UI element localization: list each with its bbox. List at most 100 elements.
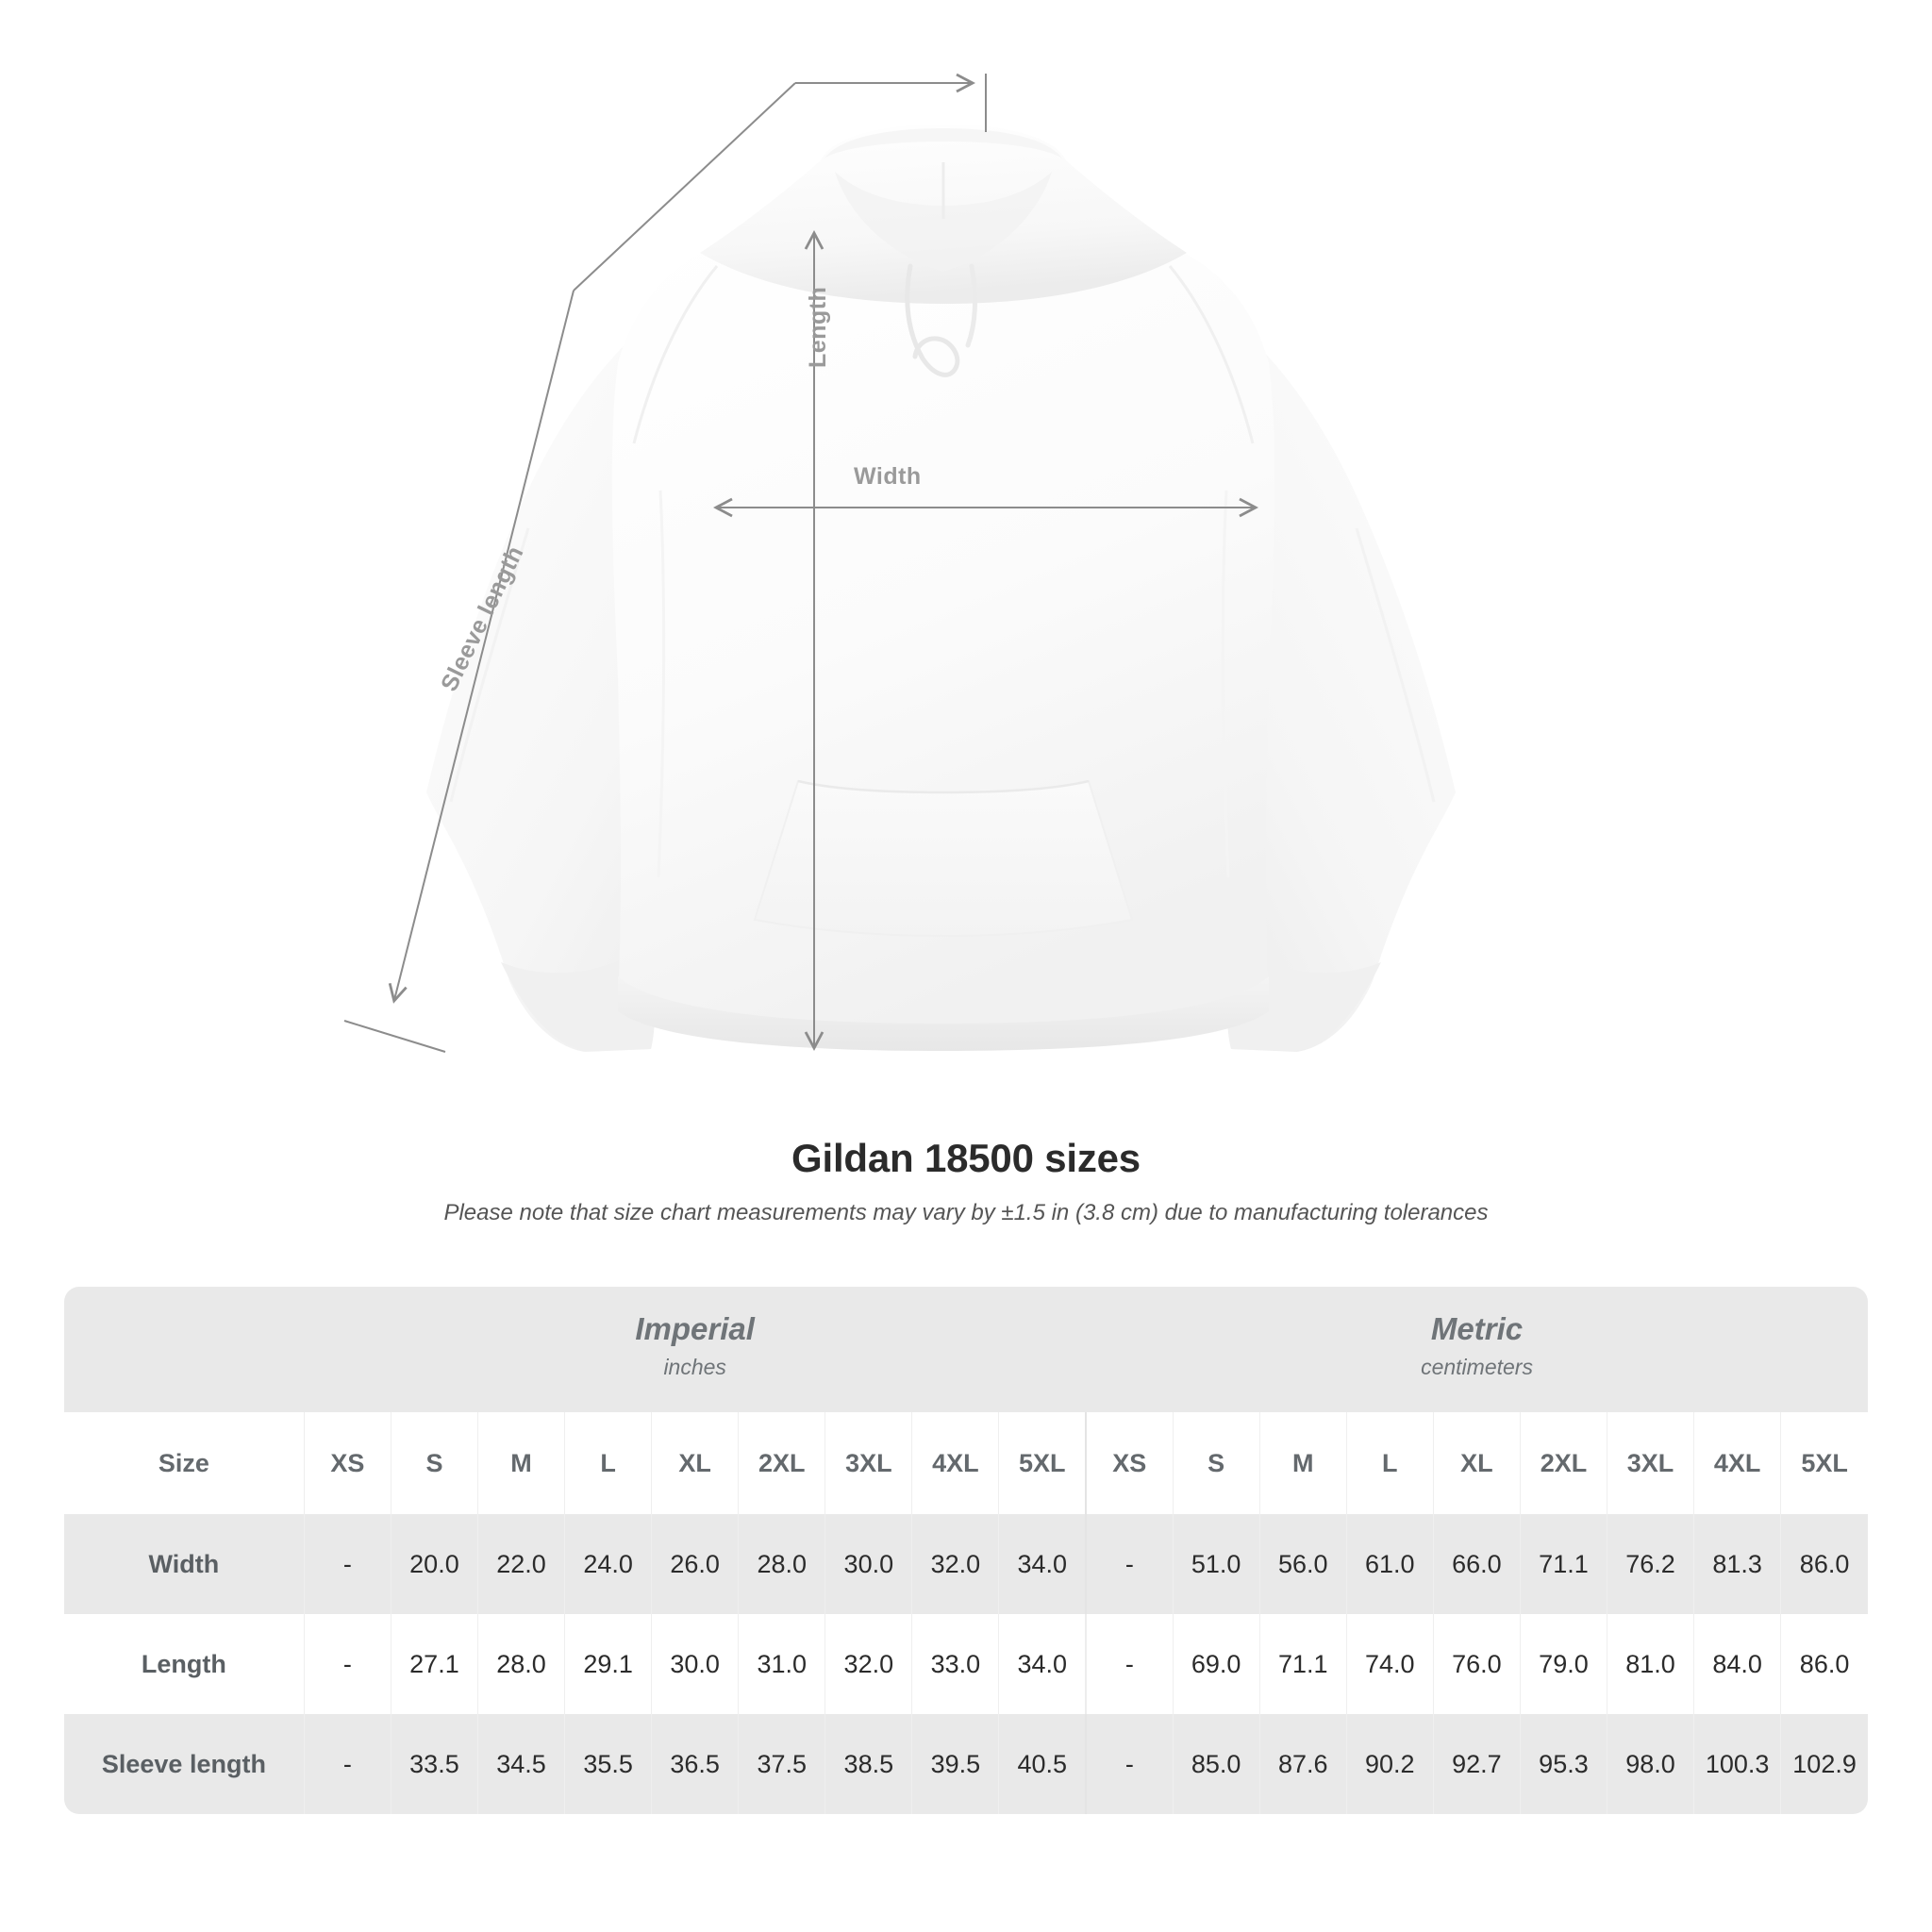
header-metric-l: L: [1346, 1412, 1434, 1514]
unit-spacer-cell: [64, 1287, 305, 1412]
cell-sleeve-met-l: 90.2: [1346, 1714, 1434, 1814]
header-metric-4xl: 4XL: [1693, 1412, 1782, 1514]
width-dimension-label: Width: [854, 463, 922, 490]
cell-length-met-5xl: 86.0: [1780, 1614, 1868, 1714]
cell-sleeve-met-4xl: 100.3: [1693, 1714, 1782, 1814]
unit-group-metric: Metric centimeters: [1086, 1287, 1868, 1412]
cell-sleeve-met-2xl: 95.3: [1520, 1714, 1608, 1814]
table-row: Width - 20.0 22.0 24.0 26.0 28.0 30.0 32…: [64, 1514, 1868, 1614]
cell-width-met-5xl: 86.0: [1780, 1514, 1868, 1614]
cell-width-imp-2xl: 28.0: [738, 1514, 826, 1614]
cell-sleeve-met-3xl: 98.0: [1607, 1714, 1695, 1814]
header-metric-5xl: 5XL: [1780, 1412, 1868, 1514]
cell-length-imp-s: 27.1: [391, 1614, 478, 1714]
row-label-width: Width: [64, 1514, 305, 1614]
hoodie-graphic: [426, 125, 1456, 1052]
cell-sleeve-imp-3xl: 38.5: [824, 1714, 913, 1814]
cell-sleeve-met-xl: 92.7: [1433, 1714, 1521, 1814]
size-chart-table: Imperial inches Metric centimeters Size …: [64, 1287, 1868, 1814]
cell-width-imp-s: 20.0: [391, 1514, 478, 1614]
header-metric-xs: XS: [1086, 1412, 1174, 1514]
row-label-sleeve-length: Sleeve length: [64, 1714, 305, 1814]
header-imperial-2xl: 2XL: [738, 1412, 826, 1514]
cell-sleeve-met-s: 85.0: [1173, 1714, 1260, 1814]
cell-sleeve-imp-xl: 36.5: [651, 1714, 740, 1814]
cell-sleeve-imp-5xl: 40.5: [998, 1714, 1088, 1814]
cell-sleeve-met-5xl: 102.9: [1780, 1714, 1868, 1814]
header-imperial-m: M: [477, 1412, 566, 1514]
table-row: Length - 27.1 28.0 29.1 30.0 31.0 32.0 3…: [64, 1614, 1868, 1714]
header-imperial-l: L: [564, 1412, 653, 1514]
tolerance-note: Please note that size chart measurements…: [443, 1200, 1489, 1225]
cell-length-met-l: 74.0: [1346, 1614, 1434, 1714]
header-imperial-xs: XS: [304, 1412, 391, 1514]
unit-sub-metric: centimeters: [1421, 1355, 1533, 1379]
hoodie-illustration: [343, 73, 1456, 1053]
cell-length-imp-3xl: 32.0: [824, 1614, 913, 1714]
cell-width-imp-5xl: 34.0: [998, 1514, 1088, 1614]
measurement-guides: [343, 73, 1258, 1053]
cell-width-met-3xl: 76.2: [1607, 1514, 1695, 1614]
header-imperial-3xl: 3XL: [824, 1412, 913, 1514]
cell-length-met-2xl: 79.0: [1520, 1614, 1608, 1714]
cell-length-imp-5xl: 34.0: [998, 1614, 1088, 1714]
garment-measurement-diagram: Length Width Sleeve length: [343, 73, 1456, 1053]
cell-length-imp-xl: 30.0: [651, 1614, 740, 1714]
header-imperial-5xl: 5XL: [998, 1412, 1088, 1514]
cell-sleeve-imp-s: 33.5: [391, 1714, 478, 1814]
cell-width-met-s: 51.0: [1173, 1514, 1260, 1614]
cell-width-imp-4xl: 32.0: [911, 1514, 1000, 1614]
table-row: Sleeve length - 33.5 34.5 35.5 36.5 37.5…: [64, 1714, 1868, 1814]
unit-name-imperial: Imperial: [635, 1311, 755, 1346]
cell-length-met-m: 71.1: [1259, 1614, 1347, 1714]
cell-width-imp-xl: 26.0: [651, 1514, 740, 1614]
size-header-row: Size XS S M L XL 2XL 3XL 4XL 5XL XS S M …: [64, 1412, 1868, 1514]
header-metric-m: M: [1259, 1412, 1347, 1514]
cell-sleeve-imp-2xl: 37.5: [738, 1714, 826, 1814]
cell-width-met-xs: -: [1086, 1514, 1174, 1614]
cell-length-met-xl: 76.0: [1433, 1614, 1521, 1714]
cuff-end-tick: [343, 1020, 446, 1053]
header-size-label: Size: [64, 1412, 305, 1514]
cell-length-imp-m: 28.0: [477, 1614, 566, 1714]
header-metric-3xl: 3XL: [1607, 1412, 1695, 1514]
cell-sleeve-met-xs: -: [1086, 1714, 1174, 1814]
cell-sleeve-met-m: 87.6: [1259, 1714, 1347, 1814]
cell-width-imp-3xl: 30.0: [824, 1514, 913, 1614]
unit-sub-imperial: inches: [663, 1355, 726, 1379]
cell-sleeve-imp-l: 35.5: [564, 1714, 653, 1814]
cell-length-imp-xs: -: [304, 1614, 391, 1714]
size-table-container: Imperial inches Metric centimeters Size …: [64, 1287, 1868, 1814]
header-metric-2xl: 2XL: [1520, 1412, 1608, 1514]
cell-width-met-4xl: 81.3: [1693, 1514, 1782, 1614]
cell-length-imp-l: 29.1: [564, 1614, 653, 1714]
header-metric-s: S: [1173, 1412, 1260, 1514]
header-imperial-xl: XL: [651, 1412, 740, 1514]
cell-length-imp-2xl: 31.0: [738, 1614, 826, 1714]
cell-width-imp-xs: -: [304, 1514, 391, 1614]
row-label-length: Length: [64, 1614, 305, 1714]
unit-header-row: Imperial inches Metric centimeters: [64, 1287, 1868, 1412]
cell-length-met-xs: -: [1086, 1614, 1174, 1714]
title-block: Gildan 18500 sizes Please note that size…: [0, 1136, 1932, 1226]
cell-length-met-3xl: 81.0: [1607, 1614, 1695, 1714]
cell-width-imp-l: 24.0: [564, 1514, 653, 1614]
cell-sleeve-imp-4xl: 39.5: [911, 1714, 1000, 1814]
cell-width-met-2xl: 71.1: [1520, 1514, 1608, 1614]
header-imperial-s: S: [391, 1412, 478, 1514]
cell-sleeve-imp-m: 34.5: [477, 1714, 566, 1814]
header-metric-xl: XL: [1433, 1412, 1521, 1514]
header-imperial-4xl: 4XL: [911, 1412, 1000, 1514]
sleeve-leader-diagonal: [573, 82, 796, 291]
cell-width-met-l: 61.0: [1346, 1514, 1434, 1614]
cell-sleeve-imp-xs: -: [304, 1714, 391, 1814]
unit-name-metric: Metric: [1430, 1311, 1524, 1346]
cell-width-met-m: 56.0: [1259, 1514, 1347, 1614]
page-title: Gildan 18500 sizes: [791, 1136, 1141, 1180]
cell-width-imp-m: 22.0: [477, 1514, 566, 1614]
cell-length-imp-4xl: 33.0: [911, 1614, 1000, 1714]
cell-length-met-s: 69.0: [1173, 1614, 1260, 1714]
cell-width-met-xl: 66.0: [1433, 1514, 1521, 1614]
cell-length-met-4xl: 84.0: [1693, 1614, 1782, 1714]
